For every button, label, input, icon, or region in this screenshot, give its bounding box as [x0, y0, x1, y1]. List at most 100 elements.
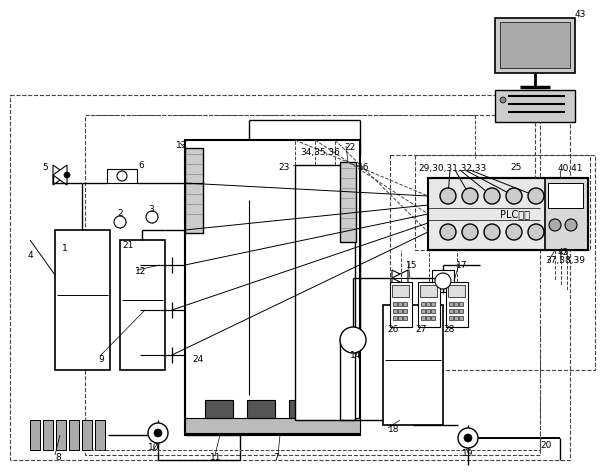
- Text: 40,41: 40,41: [558, 164, 583, 173]
- Circle shape: [458, 428, 478, 448]
- Circle shape: [148, 423, 168, 443]
- Circle shape: [114, 216, 126, 228]
- Bar: [69, 420, 79, 450]
- Bar: [120, 240, 165, 370]
- Bar: [548, 183, 583, 208]
- Bar: [393, 316, 397, 320]
- Circle shape: [565, 219, 577, 231]
- Circle shape: [506, 188, 522, 204]
- Circle shape: [64, 172, 70, 178]
- Ellipse shape: [219, 354, 248, 376]
- Bar: [205, 400, 233, 418]
- Bar: [418, 282, 440, 327]
- Bar: [459, 309, 463, 313]
- Bar: [459, 316, 463, 320]
- Bar: [431, 316, 435, 320]
- Circle shape: [440, 188, 456, 204]
- Bar: [82, 420, 92, 450]
- Bar: [446, 282, 468, 327]
- Ellipse shape: [219, 319, 248, 341]
- Bar: [449, 316, 453, 320]
- Bar: [495, 18, 575, 73]
- Text: 22: 22: [344, 144, 355, 153]
- Circle shape: [462, 188, 478, 204]
- Circle shape: [549, 219, 561, 231]
- Bar: [30, 420, 40, 450]
- Bar: [426, 302, 430, 306]
- Bar: [95, 420, 105, 450]
- Bar: [495, 90, 575, 122]
- Bar: [421, 302, 425, 306]
- Text: 23: 23: [278, 164, 290, 173]
- Bar: [392, 285, 409, 297]
- Polygon shape: [53, 165, 67, 185]
- Bar: [85, 115, 540, 455]
- Text: 2: 2: [117, 210, 123, 219]
- Bar: [459, 302, 463, 306]
- Bar: [449, 309, 453, 313]
- Bar: [55, 230, 110, 370]
- Text: 16: 16: [358, 164, 370, 173]
- Bar: [403, 309, 407, 313]
- Text: PLC模块: PLC模块: [500, 209, 530, 219]
- Ellipse shape: [251, 319, 280, 341]
- Text: 15: 15: [406, 261, 418, 270]
- Bar: [43, 420, 53, 450]
- Text: 18: 18: [388, 426, 400, 435]
- Text: 9: 9: [98, 356, 103, 365]
- Circle shape: [500, 97, 506, 103]
- Text: 14: 14: [350, 350, 362, 359]
- Bar: [398, 302, 402, 306]
- Circle shape: [484, 188, 500, 204]
- Polygon shape: [392, 270, 408, 286]
- Bar: [426, 309, 430, 313]
- Text: 10: 10: [148, 444, 160, 453]
- Bar: [432, 270, 454, 292]
- Bar: [415, 155, 590, 250]
- Ellipse shape: [251, 354, 280, 376]
- Text: 20: 20: [540, 440, 551, 449]
- Bar: [500, 22, 570, 68]
- Text: 4: 4: [28, 250, 34, 259]
- Polygon shape: [53, 165, 67, 185]
- Bar: [428, 178, 588, 250]
- Bar: [403, 316, 407, 320]
- Bar: [393, 309, 397, 313]
- Polygon shape: [392, 270, 408, 286]
- Circle shape: [528, 188, 544, 204]
- Bar: [454, 316, 458, 320]
- Bar: [398, 316, 402, 320]
- Bar: [454, 309, 458, 313]
- Bar: [289, 400, 317, 418]
- Bar: [431, 302, 435, 306]
- Circle shape: [146, 211, 158, 223]
- Text: 3: 3: [148, 204, 154, 213]
- Bar: [390, 282, 412, 327]
- Circle shape: [462, 224, 478, 240]
- Bar: [340, 162, 356, 242]
- Bar: [56, 420, 66, 450]
- Circle shape: [340, 327, 366, 353]
- Text: 5: 5: [42, 163, 48, 172]
- Text: 1: 1: [62, 244, 68, 253]
- Text: 42: 42: [558, 247, 569, 256]
- Bar: [390, 155, 595, 370]
- Text: 29,30,31,32,33: 29,30,31,32,33: [418, 164, 486, 173]
- Bar: [421, 309, 425, 313]
- Bar: [421, 316, 425, 320]
- Text: 34,35,36: 34,35,36: [300, 147, 340, 156]
- Circle shape: [484, 224, 500, 240]
- Circle shape: [464, 434, 472, 442]
- Text: 21: 21: [122, 240, 134, 249]
- Text: 25: 25: [510, 164, 521, 173]
- Bar: [295, 165, 355, 420]
- Text: 27: 27: [415, 326, 426, 335]
- Bar: [393, 302, 397, 306]
- Bar: [247, 400, 275, 418]
- Text: 12: 12: [135, 267, 147, 276]
- Text: 24: 24: [192, 356, 203, 365]
- Bar: [420, 285, 437, 297]
- Text: 26: 26: [387, 326, 399, 335]
- Bar: [383, 305, 443, 425]
- Circle shape: [440, 224, 456, 240]
